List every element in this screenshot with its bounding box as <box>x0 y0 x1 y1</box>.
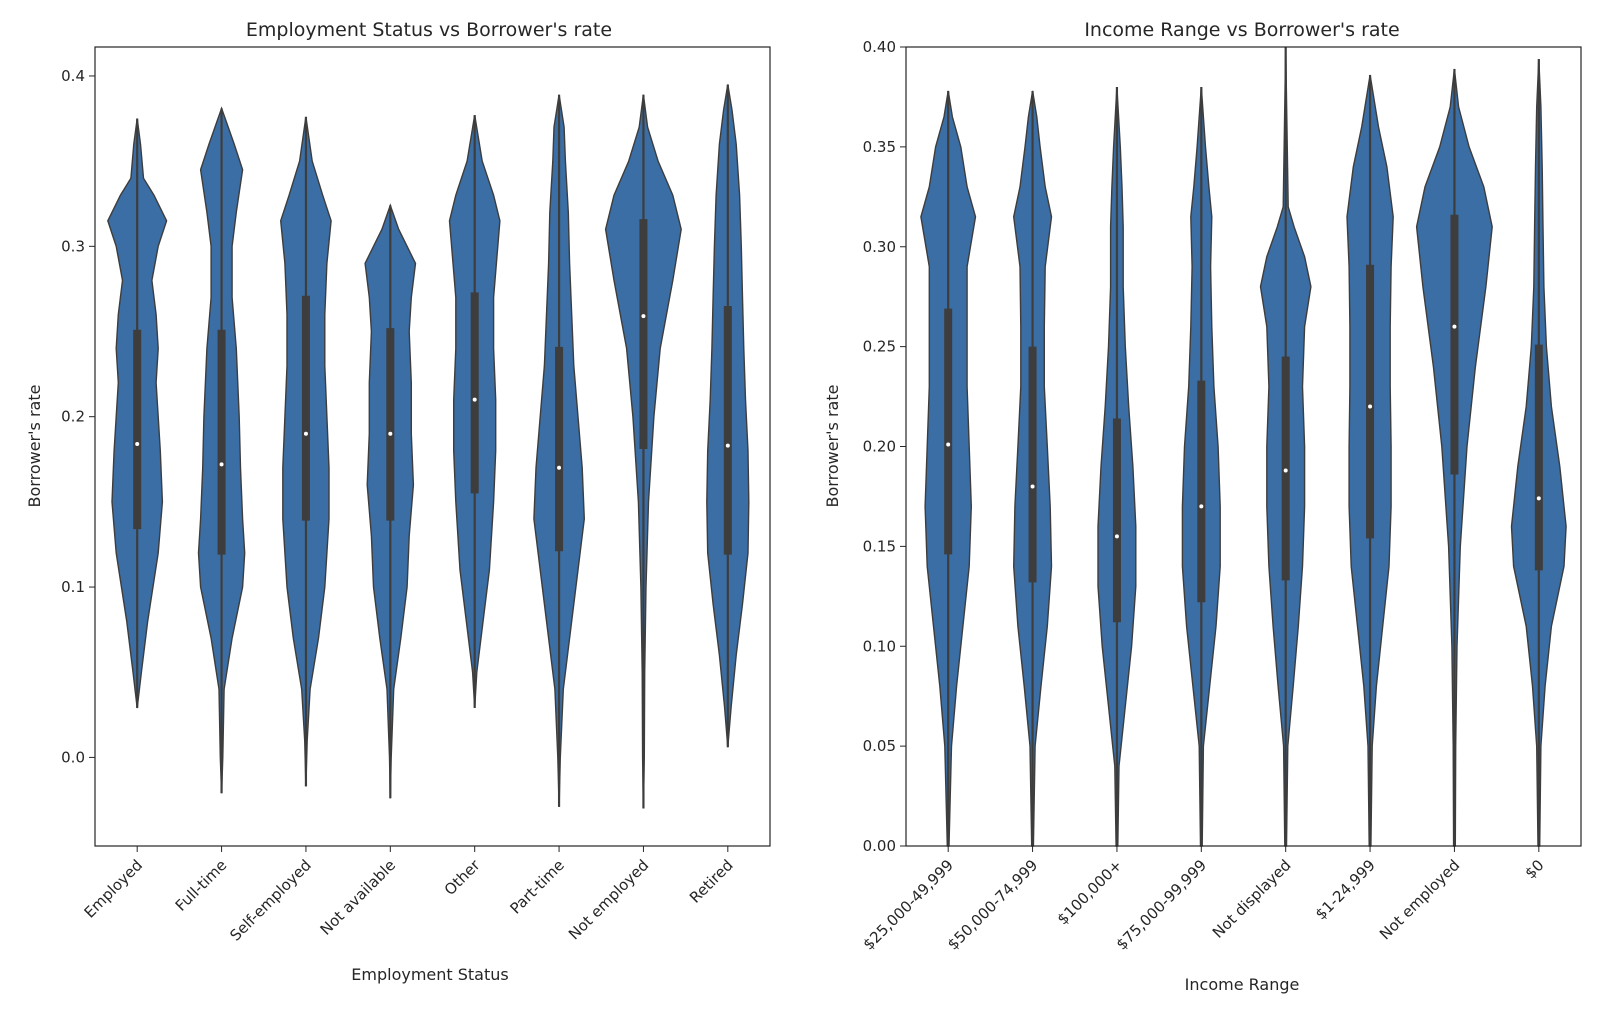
violin-group <box>448 114 501 709</box>
y-axis-ticks: 0.00 0.05 0.10 0.15 0.20 0.25 0.30 0.35 0.40 <box>863 38 906 855</box>
x-tick-label: Not available <box>317 856 400 939</box>
y-tick-label: 0.00 <box>863 837 896 855</box>
y-tick-label: 0.05 <box>863 737 896 755</box>
x-axis-label: Employment Status <box>351 965 508 984</box>
violin-group <box>1259 46 1312 847</box>
violin-median <box>1283 468 1288 473</box>
x-tick-label: Employed <box>81 856 146 921</box>
violin-median <box>1536 496 1541 501</box>
y-tick-label: 0.10 <box>863 637 896 655</box>
violin-group <box>279 116 332 787</box>
y-axis-ticks: 0.0 0.1 0.2 0.3 0.4 <box>61 67 95 766</box>
violin-group <box>706 84 750 748</box>
violin-group <box>1181 86 1221 847</box>
x-tick-label: $100,000+ <box>1054 856 1126 928</box>
violin-group <box>604 94 682 809</box>
y-tick-label: 0.0 <box>61 748 85 766</box>
violin-group <box>364 203 417 799</box>
violin-median <box>1114 534 1119 539</box>
violin-group <box>1510 58 1567 847</box>
violin-median <box>219 462 224 467</box>
y-tick-label: 0.4 <box>61 67 85 85</box>
violin-group <box>1012 90 1053 847</box>
x-tick-label: Other <box>441 856 484 899</box>
violin-group <box>1097 86 1137 847</box>
violin-median <box>388 431 393 436</box>
x-tick-label: $0 <box>1521 856 1547 882</box>
violin-median <box>303 431 308 436</box>
violin-group <box>197 106 246 794</box>
x-tick-label: $75,000-99,999 <box>1113 856 1211 954</box>
x-axis-ticks: $25,000-49,999$50,000-74,999 $100,000+$75… <box>859 846 1548 954</box>
violin-group <box>920 90 977 847</box>
violin-median <box>472 397 477 402</box>
x-tick-label: $50,000-74,999 <box>944 856 1042 954</box>
x-tick-label: Retired <box>686 856 737 907</box>
x-tick-label: Not employed <box>565 856 652 943</box>
y-tick-label: 0.30 <box>863 238 896 256</box>
violin-median <box>1199 504 1204 509</box>
y-tick-label: 0.2 <box>61 408 85 426</box>
violin-median <box>725 443 730 448</box>
plot-frame <box>94 46 771 847</box>
x-tick-label: Full-time <box>172 856 231 915</box>
y-axis-label: Borrower's rate <box>823 385 842 508</box>
y-tick-label: 0.40 <box>863 38 896 56</box>
chart-title: Income Range vs Borrower's rate <box>1084 19 1399 41</box>
violin-group <box>107 118 168 709</box>
x-tick-label: Self-employed <box>226 856 314 944</box>
violin-median <box>641 314 646 319</box>
violins <box>920 46 1567 847</box>
violin-median <box>557 465 562 470</box>
x-axis-label: Income Range <box>1185 975 1300 994</box>
y-tick-label: 0.1 <box>61 578 85 596</box>
x-tick-label: $1-24,999 <box>1312 856 1379 923</box>
violins <box>107 84 750 809</box>
x-tick-label: Not displayed <box>1209 856 1295 942</box>
y-tick-label: 0.3 <box>61 237 85 255</box>
y-tick-label: 0.25 <box>863 338 896 356</box>
violin-group <box>1415 68 1493 847</box>
violin-median <box>1452 324 1457 329</box>
violin-median <box>1030 484 1035 489</box>
violin-group <box>533 94 586 807</box>
chart-title: Employment Status vs Borrower's rate <box>246 19 612 41</box>
violin-median <box>1368 404 1373 409</box>
violin-median <box>946 442 951 447</box>
y-axis-label: Borrower's rate <box>25 385 44 508</box>
employment-status-chart: Employment Status vs Borrower's rate 0.0… <box>25 19 771 984</box>
y-tick-label: 0.20 <box>863 438 896 456</box>
income-range-chart: Income Range vs Borrower's rate 0.00 0.05… <box>823 19 1582 994</box>
x-tick-label: Not employed <box>1376 856 1463 943</box>
violin-median <box>135 441 140 446</box>
y-tick-label: 0.35 <box>863 138 896 156</box>
violin-group <box>1346 74 1394 847</box>
y-tick-label: 0.15 <box>863 537 896 555</box>
plot-frame <box>905 46 1582 847</box>
x-tick-label: $25,000-49,999 <box>859 856 957 954</box>
x-tick-label: Part-time <box>506 856 567 917</box>
